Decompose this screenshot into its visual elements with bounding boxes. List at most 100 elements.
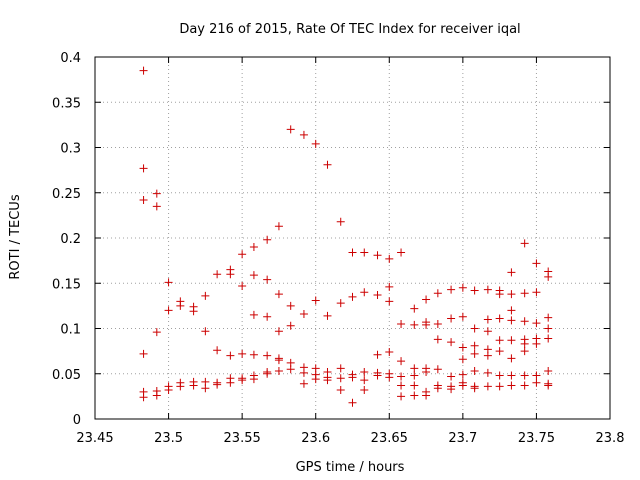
- data-point-marker: [433, 289, 442, 298]
- data-point-marker: [360, 248, 369, 257]
- data-point-marker: [373, 251, 382, 260]
- y-tick-label: 0: [73, 413, 81, 428]
- data-point-marker: [152, 391, 161, 400]
- data-point-marker: [544, 313, 553, 322]
- data-points: [139, 66, 553, 407]
- data-point-marker: [249, 243, 258, 252]
- data-point-marker: [385, 254, 394, 263]
- y-tick-label: 0.3: [60, 142, 81, 157]
- x-tick-label: 23.75: [518, 431, 555, 446]
- y-tick-label: 0.35: [52, 96, 81, 111]
- y-tick-label: 0.1: [60, 323, 81, 338]
- data-point-marker: [360, 376, 369, 385]
- data-point-marker: [286, 365, 295, 374]
- y-tick-label: 0.25: [52, 187, 81, 202]
- data-point-marker: [249, 271, 258, 280]
- data-point-marker: [458, 370, 467, 379]
- data-point-marker: [201, 291, 210, 300]
- data-point-marker: [311, 139, 320, 148]
- data-point-marker: [447, 372, 456, 381]
- data-point-marker: [164, 306, 173, 315]
- data-point-marker: [323, 311, 332, 320]
- data-point-marker: [336, 364, 345, 373]
- data-point-marker: [483, 327, 492, 336]
- data-point-marker: [360, 367, 369, 376]
- data-point-marker: [213, 346, 222, 355]
- data-point-marker: [447, 285, 456, 294]
- x-tick-label: 23.45: [76, 431, 113, 446]
- data-point-marker: [249, 350, 258, 359]
- data-point-marker: [336, 374, 345, 383]
- data-point-marker: [520, 317, 529, 326]
- data-point-marker: [520, 339, 529, 348]
- data-point-marker: [433, 365, 442, 374]
- data-point-marker: [507, 381, 516, 390]
- data-point-marker: [348, 373, 357, 382]
- data-point-marker: [495, 290, 504, 299]
- data-point-marker: [483, 315, 492, 324]
- data-point-marker: [213, 380, 222, 389]
- data-point-marker: [274, 356, 283, 365]
- data-point-marker: [470, 349, 479, 358]
- data-point-marker: [189, 307, 198, 316]
- data-point-marker: [422, 295, 431, 304]
- data-point-marker: [410, 320, 419, 329]
- data-point-marker: [458, 283, 467, 292]
- data-point-marker: [507, 354, 516, 363]
- data-point-marker: [139, 66, 148, 75]
- data-point-marker: [274, 327, 283, 336]
- data-point-marker: [495, 382, 504, 391]
- data-point-marker: [458, 355, 467, 364]
- data-point-marker: [152, 328, 161, 337]
- chart-title: Day 216 of 2015, Rate Of TEC Index for r…: [179, 22, 520, 37]
- data-point-marker: [385, 348, 394, 357]
- data-point-marker: [360, 386, 369, 395]
- data-point-marker: [263, 235, 272, 244]
- plot-border: [94, 56, 611, 420]
- data-point-marker: [544, 367, 553, 376]
- data-point-marker: [348, 292, 357, 301]
- data-point-marker: [249, 310, 258, 319]
- tick-labels: 23.45 23.5 23.55 23.6 23.65 23.7 23.75 23.8 0 0.0…: [52, 51, 624, 446]
- data-point-marker: [323, 160, 332, 169]
- data-point-marker: [544, 272, 553, 281]
- data-point-marker: [544, 334, 553, 343]
- data-point-marker: [520, 347, 529, 356]
- data-point-marker: [410, 371, 419, 380]
- data-point-marker: [336, 386, 345, 395]
- data-point-marker: [410, 381, 419, 390]
- data-point-marker: [274, 222, 283, 231]
- data-point-marker: [433, 319, 442, 328]
- data-point-marker: [532, 288, 541, 297]
- data-point-marker: [507, 316, 516, 325]
- y-tick-label: 0.2: [60, 232, 81, 247]
- data-point-marker: [520, 289, 529, 298]
- data-point-marker: [274, 367, 283, 376]
- data-point-marker: [397, 357, 406, 366]
- data-point-marker: [238, 349, 247, 358]
- data-point-marker: [263, 369, 272, 378]
- data-point-marker: [507, 306, 516, 315]
- data-point-marker: [532, 371, 541, 380]
- data-point-marker: [495, 336, 504, 345]
- data-point-marker: [520, 381, 529, 390]
- data-point-marker: [263, 275, 272, 284]
- data-point-marker: [299, 310, 308, 319]
- data-point-marker: [139, 164, 148, 173]
- data-point-marker: [348, 398, 357, 407]
- data-point-marker: [470, 384, 479, 393]
- data-point-marker: [532, 259, 541, 268]
- data-point-marker: [397, 392, 406, 401]
- data-point-marker: [532, 378, 541, 387]
- data-point-marker: [299, 368, 308, 377]
- data-point-marker: [226, 378, 235, 387]
- y-axis-title: ROTI / TECUs: [8, 194, 23, 279]
- plot-axes: [94, 56, 611, 420]
- x-tick-label: 23.8: [596, 431, 625, 446]
- data-point-marker: [397, 248, 406, 257]
- data-point-marker: [507, 268, 516, 277]
- data-point-marker: [410, 364, 419, 373]
- data-point-marker: [447, 385, 456, 394]
- data-point-marker: [483, 285, 492, 294]
